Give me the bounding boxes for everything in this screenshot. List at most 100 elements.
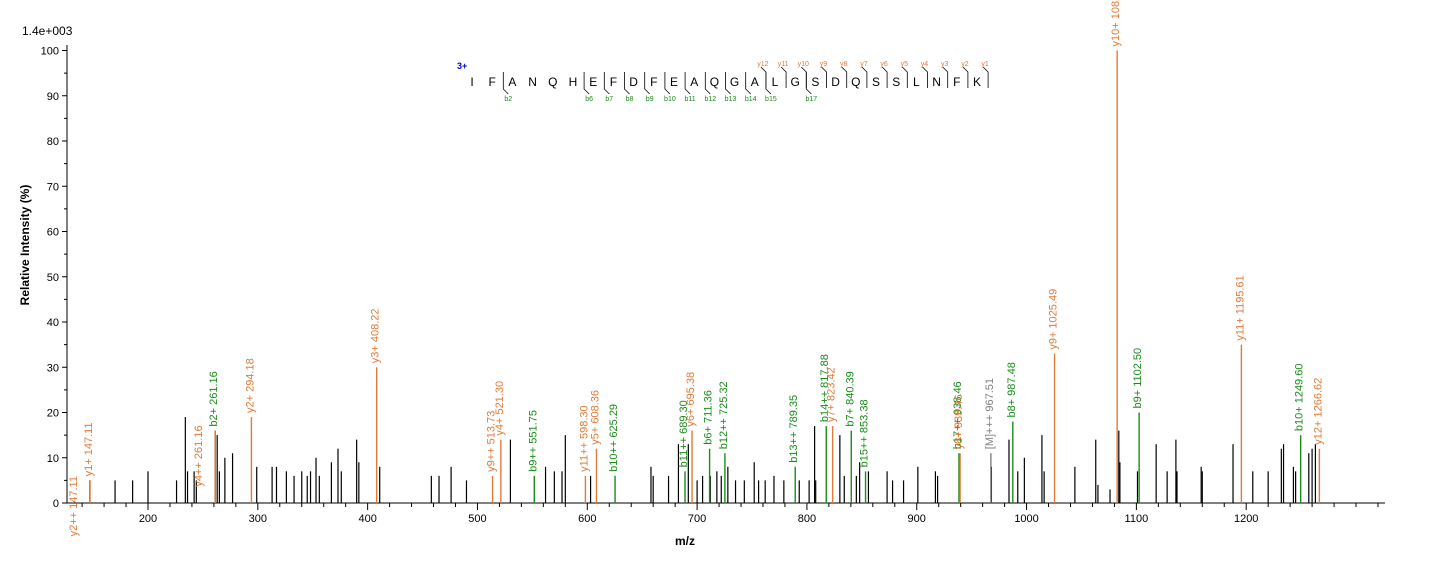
sequence-residue: F	[610, 75, 617, 89]
peak-label: y4++ 261.16	[193, 425, 205, 486]
x-tick-label: 800	[798, 513, 816, 525]
peak-label: y4+ 521.30	[494, 381, 506, 436]
peak-label: b12++ 725.32	[718, 381, 730, 449]
peak-label: b14++ 817.88	[819, 354, 831, 422]
y-tick-label: 40	[47, 317, 59, 329]
x-tick-label: 300	[249, 513, 267, 525]
y-ion-label: y1	[981, 61, 989, 68]
sequence-residue: D	[629, 75, 638, 89]
peak-label: y1+ 147.11	[83, 422, 95, 476]
x-tick-label: 1200	[1234, 513, 1258, 525]
peak-label: b10++ 625.29	[608, 404, 620, 472]
x-tick-label: 400	[358, 513, 376, 525]
y-ion-marker	[861, 66, 868, 88]
sequence-residue: F	[953, 75, 960, 89]
b-ion-marker	[745, 72, 751, 95]
y-ion-marker	[942, 66, 949, 88]
y-ion-marker	[881, 66, 888, 88]
x-axis-title: m/z	[675, 534, 695, 548]
sequence-residue: G	[791, 75, 800, 89]
peak-label: b9+ 1102.50	[1132, 348, 1144, 409]
peak-label: y2++ 147.11	[68, 476, 80, 536]
x-tick-label: 900	[908, 513, 926, 525]
sequence-residue: E	[589, 75, 597, 89]
intensity-scale-label: 1.4e+003	[22, 24, 73, 38]
sequence-residue: L	[772, 75, 779, 89]
b-ion-marker	[704, 72, 711, 95]
y-tick-label: 10	[47, 453, 59, 465]
y-tick-label: 20	[47, 408, 59, 420]
x-ticks: 200 300 400 500 600 700 800 900 1000 1100 1200	[81, 503, 1379, 525]
b-ion-label: b2	[504, 96, 512, 103]
b-ion-marker	[725, 72, 731, 95]
y-axis-title: Relative Intensity (%)	[18, 185, 32, 306]
sequence-residue: F	[489, 75, 496, 89]
b-ion-label: b10	[664, 96, 676, 103]
axes: 0 10 20 30 40 50 60 70 80 90 100 200 300 400 500 600 70…	[41, 45, 1385, 525]
peak-label: b7+ 840.39	[844, 371, 856, 426]
b-ion-label: b6	[585, 96, 593, 103]
b-ion-label: b13	[725, 96, 737, 103]
y-ion-marker	[841, 66, 848, 88]
sequence-residue: S	[872, 75, 880, 89]
b-ion-label: b12	[704, 96, 716, 103]
b-ion-marker	[644, 72, 650, 95]
sequence-residue: L	[913, 75, 920, 89]
b-ion-label: b9	[646, 96, 654, 103]
y-tick-label: 80	[47, 136, 59, 148]
b-ion-marker	[684, 72, 691, 95]
peak-label: y9+ 1025.49	[1048, 289, 1060, 350]
sequence-residue: S	[892, 75, 900, 89]
y-ion-label: y2	[961, 61, 969, 68]
y-ion-marker	[801, 66, 807, 88]
charge-state: 3+	[457, 61, 467, 71]
y-ion-label: y9	[820, 61, 828, 68]
y-ion-label: y10	[798, 61, 809, 68]
y-ion-marker	[780, 66, 787, 88]
sequence-residue: Q	[710, 75, 719, 89]
x-tick-label: 1100	[1125, 513, 1149, 525]
sequence-residue: H	[569, 75, 578, 89]
b-ion-marker	[603, 72, 610, 95]
sequence-residue: G	[730, 75, 739, 89]
b-ion-marker	[664, 72, 671, 95]
y-ion-marker	[982, 66, 989, 88]
b-ion-marker	[502, 72, 509, 95]
x-tick-label: 600	[578, 513, 596, 525]
peak-label: y9++ 513.73	[486, 411, 498, 472]
peak-label: b9++ 551.75	[527, 410, 539, 472]
peak-label: y8+ 939.46	[953, 394, 965, 449]
y-ion-marker	[922, 66, 928, 88]
y-ion-marker	[821, 66, 827, 88]
y-ion-marker	[760, 66, 767, 88]
y-ion-marker	[902, 66, 908, 88]
sequence-residue: F	[650, 75, 657, 89]
sequence-residue: I	[470, 75, 473, 89]
y-ion-label: y7	[860, 61, 868, 68]
y-tick-label: 50	[47, 272, 59, 284]
peak-label: b13++ 789.35	[788, 395, 800, 463]
sequence-residue: A	[751, 75, 759, 89]
y-tick-label: 0	[53, 498, 59, 510]
b-ion-marker	[624, 72, 630, 95]
peak-label: b11++ 689.30	[678, 400, 690, 467]
peak-label: y10+ 1082.51	[1110, 0, 1122, 47]
x-tick-label: 700	[688, 513, 706, 525]
sequence-residue: D	[831, 75, 840, 89]
sequence-residue: S	[811, 75, 819, 89]
b-ion-marker	[765, 72, 772, 95]
sequence-residue: N	[528, 75, 537, 89]
y-tick-label: 70	[47, 181, 59, 193]
peak-label: b8+ 987.48	[1006, 362, 1018, 417]
y-ion-label: y5	[901, 61, 909, 68]
y-ion-label: y11	[778, 61, 789, 68]
y-ion-label: y6	[880, 61, 888, 68]
peak-label: y6+ 695.38	[685, 372, 697, 427]
x-tick-label: 1000	[1014, 513, 1038, 525]
y-tick-label: 30	[47, 362, 59, 374]
y-ion-label: y8	[840, 61, 848, 68]
x-tick-label: 200	[139, 513, 157, 525]
y-ion-label: y4	[921, 61, 929, 68]
